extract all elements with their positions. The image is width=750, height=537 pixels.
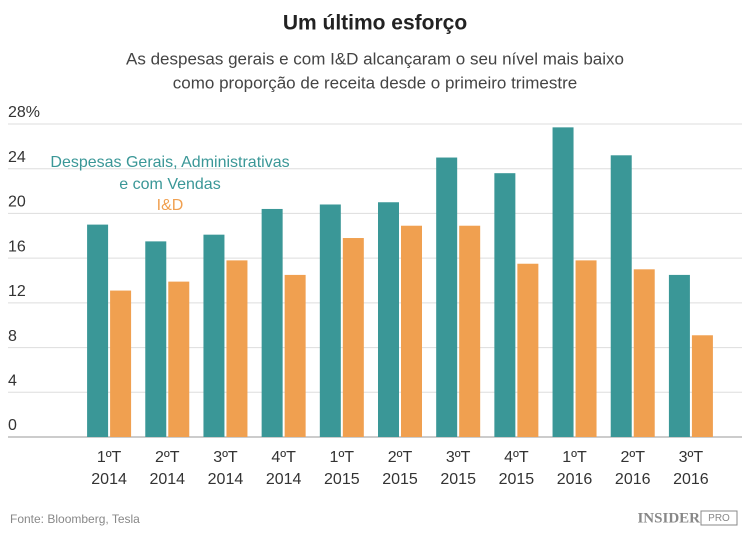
x-tick-label: 1ºT 2014: [91, 449, 127, 488]
bar: [319, 204, 341, 437]
source: Fonte: Bloomberg, Tesla: [10, 512, 140, 526]
x-tick-label: 4ºT 2015: [498, 449, 535, 488]
subtitle: como proporção de receita desde o primei…: [173, 73, 577, 92]
bar: [226, 260, 248, 437]
x-tick-label: 1ºT 2016: [556, 449, 593, 488]
y-tick-label: 24: [8, 149, 26, 166]
x-tick-label: 2ºT 2015: [382, 449, 418, 488]
legend-entry: Despesas Gerais, Administrativas e com V…: [50, 154, 290, 193]
x-tick-label: 3ºT 2015: [440, 449, 476, 488]
bar: [517, 263, 539, 437]
bar: [110, 290, 132, 437]
x-tick-label: 2ºT 2016: [614, 449, 651, 488]
logo: INSIDER: [637, 510, 700, 526]
y-tick-label: 16: [8, 238, 26, 255]
bar: [691, 335, 713, 437]
x-tick-label: 4ºT 2014: [265, 449, 302, 488]
x-tick-label: 3ºT 2016: [673, 449, 709, 488]
bar: [610, 155, 632, 438]
y-tick-label: 28%: [8, 104, 40, 121]
bar: [342, 238, 364, 437]
x-tick-label: 1ºT 2015: [324, 449, 360, 488]
y-tick-label: 12: [8, 283, 26, 300]
bar: [145, 241, 167, 437]
logo-box: [700, 510, 738, 526]
logo-badge: PRO: [708, 513, 730, 524]
bar: [87, 224, 109, 437]
bar: [203, 234, 225, 437]
bar: [284, 274, 306, 437]
bar: [552, 127, 574, 437]
bar: [261, 208, 283, 437]
bar: [668, 274, 690, 437]
bar: [494, 173, 516, 437]
y-tick-label: 8: [8, 328, 17, 345]
legend-entry: I&D: [156, 197, 184, 214]
y-tick-label: 0: [8, 417, 17, 434]
bar: [168, 281, 190, 437]
bar: [459, 225, 481, 437]
bar: [378, 202, 399, 437]
bar: [401, 225, 422, 437]
y-tick-label: 20: [8, 194, 26, 211]
x-tick-label: 3ºT 2014: [207, 449, 244, 488]
y-tick-label: 4: [8, 373, 17, 390]
bar: [633, 269, 655, 437]
bar: [436, 157, 458, 438]
chart-title: Um último esforço: [283, 12, 467, 35]
bar: [575, 260, 597, 437]
x-tick-label: 2ºT 2014: [149, 449, 186, 488]
subtitle: As despesas gerais e com I&D alcançaram …: [126, 49, 624, 68]
